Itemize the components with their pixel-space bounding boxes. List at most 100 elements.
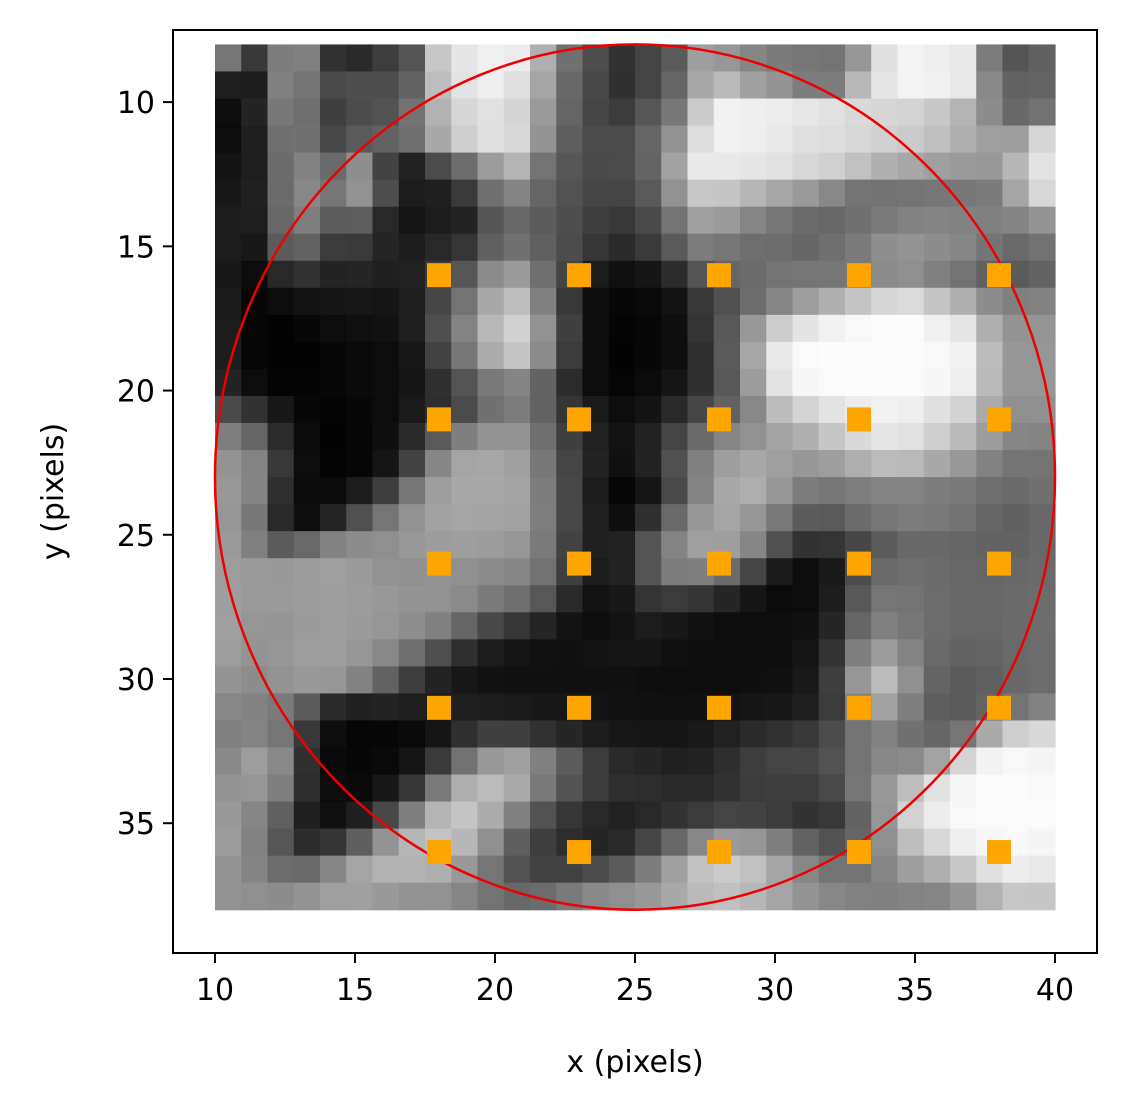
image-cell [320,558,347,586]
image-cell [451,233,479,262]
image-cell [267,450,295,478]
image-cell [976,44,1004,73]
image-cell [897,152,925,181]
image-cell [241,558,269,586]
image-cell [398,125,426,154]
x-tick-label: 20 [476,973,514,1008]
image-cell [661,368,689,397]
image-cell [241,720,269,749]
image-cell [241,504,269,532]
image-cell [923,206,951,235]
image-cell [1028,71,1056,100]
image-cell [267,125,295,154]
image-cell [477,801,505,830]
image-cell [503,612,531,640]
image-cell [293,71,321,100]
image-cell [661,423,689,451]
image-cell [1028,828,1056,857]
image-cell [372,558,400,586]
image-cell [451,828,479,857]
image-cell [608,666,636,695]
image-cell [871,368,899,397]
image-cell [766,287,794,316]
image-cell [1028,855,1056,884]
orange-marker [987,840,1011,865]
image-cell [267,585,295,613]
image-cell [766,747,794,776]
image-cell [1028,477,1056,505]
image-cell [740,720,767,749]
image-cell [635,747,662,776]
image-cell [713,774,741,803]
image-cell [740,368,767,397]
image-cell [346,531,374,559]
image-cell [950,152,977,181]
image-cell [766,71,794,100]
image-cell [372,639,400,667]
image-cell [320,206,347,235]
image-cell [267,504,295,532]
image-cell [1002,125,1030,154]
image-cell [320,639,347,667]
image-cell [792,747,820,776]
orange-marker [567,407,591,432]
image-cell [661,801,689,830]
image-cell [451,477,479,505]
image-cell [398,612,426,640]
image-cell [503,314,531,343]
image-cell [425,125,452,154]
image-cell [320,801,347,830]
image-cell [818,828,846,857]
image-cell [871,341,899,370]
image-cell [792,206,820,235]
image-cell [950,639,977,667]
image-cell [477,774,505,803]
image-cell [530,828,557,857]
image-cell [635,44,662,73]
image-cell [398,774,426,803]
image-cell [740,504,767,532]
x-tick-label: 40 [1036,973,1074,1008]
image-cell [923,693,951,722]
image-cell [1002,98,1030,127]
image-cell [608,882,636,911]
image-cell [503,341,531,370]
image-cell [320,693,347,722]
image-cell [897,531,925,559]
image-cell [346,287,374,316]
image-cell [661,287,689,316]
image-cell [1028,693,1056,722]
image-cell [425,450,452,478]
image-cell [766,206,794,235]
image-cell [923,395,951,424]
image-cell [503,504,531,532]
x-tick-label: 10 [196,973,234,1008]
image-cell [477,828,505,857]
image-cell [477,152,505,181]
image-cell [241,395,269,424]
image-cell [635,233,662,262]
image-cell [372,477,400,505]
image-cell [477,531,505,559]
image-cell [451,666,479,695]
image-cell [267,666,295,695]
image-cell [372,450,400,478]
image-cell [556,666,584,695]
x-axis-ticks: 10 15 20 25 30 35 40 [196,953,1074,1008]
image-cell [267,341,295,370]
image-cell [950,179,977,208]
image-cell [687,477,715,505]
image-cell [608,71,636,100]
image-cell [293,666,321,695]
image-cell [687,179,715,208]
image-cell [635,585,662,613]
image-cell [241,44,269,73]
image-cell [950,504,977,532]
image-cell [241,774,269,803]
image-cell [661,450,689,478]
image-cell [556,98,584,127]
image-cell [215,233,242,262]
image-cell [792,314,820,343]
image-cell [792,855,820,884]
image-cell [687,612,715,640]
